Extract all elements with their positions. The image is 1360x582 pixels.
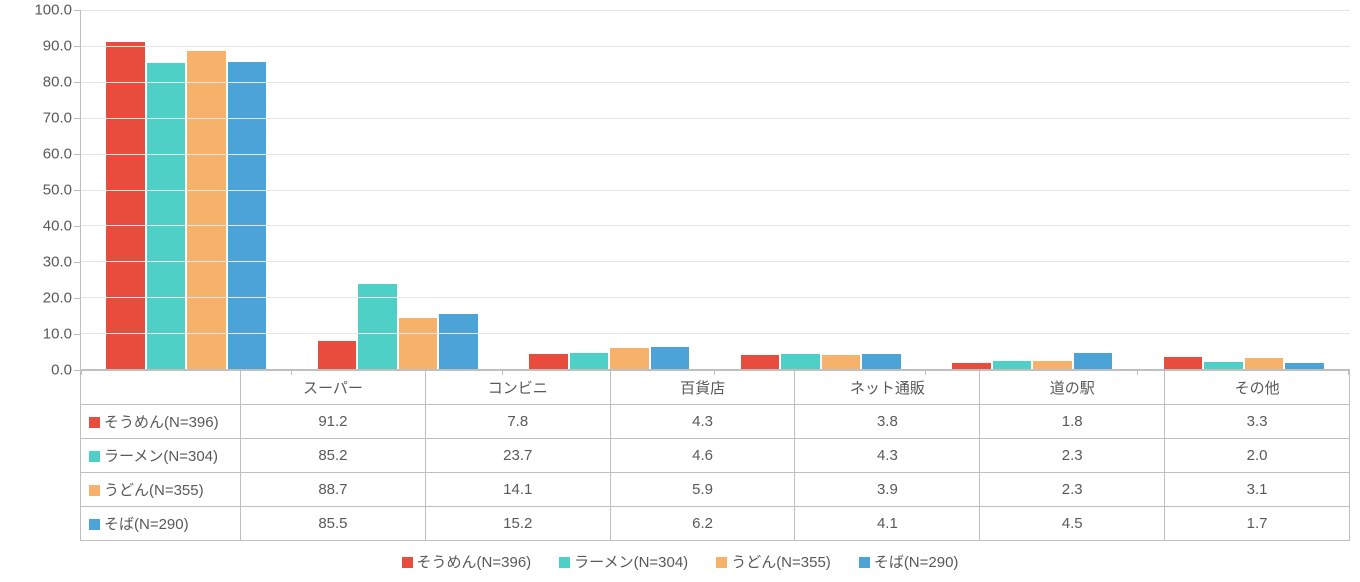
table-cell: 2.0	[1165, 439, 1350, 473]
series-swatch	[89, 485, 100, 496]
bar	[952, 363, 991, 369]
bar	[1074, 353, 1113, 369]
bar	[651, 347, 690, 369]
y-tick-label: 100.0	[34, 2, 72, 19]
legend-swatch	[402, 557, 413, 568]
table-cell: 5.9	[610, 473, 795, 507]
table-column-header: スーパー	[241, 371, 426, 405]
bar	[741, 355, 780, 369]
table-cell: 91.2	[241, 405, 426, 439]
bar	[610, 348, 649, 369]
table-cell: 23.7	[425, 439, 610, 473]
legend-item: うどん(N=355)	[716, 551, 831, 572]
table-cell: 6.2	[610, 507, 795, 541]
bar	[529, 354, 568, 369]
table-cell: 14.1	[425, 473, 610, 507]
bar	[187, 51, 226, 369]
table-row-header: うどん(N=355)	[81, 473, 241, 507]
table-column-header: 百貨店	[610, 371, 795, 405]
table-cell: 85.5	[241, 507, 426, 541]
y-tick-label: 30.0	[43, 254, 72, 271]
table-cell: 88.7	[241, 473, 426, 507]
table-row: そうめん(N=396)91.27.84.33.81.83.3	[81, 405, 1350, 439]
table-column-header: 道の駅	[980, 371, 1165, 405]
bar	[570, 353, 609, 370]
table-row: ラーメン(N=304)85.223.74.64.32.32.0	[81, 439, 1350, 473]
table-cell: 3.3	[1165, 405, 1350, 439]
table-cell: 4.6	[610, 439, 795, 473]
table-cell: 7.8	[425, 405, 610, 439]
table-cell: 4.3	[610, 405, 795, 439]
y-tick-label: 50.0	[43, 182, 72, 199]
chart-container: 0.0 10.0 20.0 30.0 40.0 50.0 60.0 70.0 80.0 90.0 1…	[10, 10, 1350, 572]
legend-swatch	[716, 557, 727, 568]
series-swatch	[89, 519, 100, 530]
table-row: そば(N=290)85.515.26.24.14.51.7	[81, 507, 1350, 541]
bar	[1204, 362, 1243, 369]
chart-plot-wrap: 0.010.020.030.040.050.060.070.080.090.01…	[10, 10, 1350, 370]
y-tick-label: 60.0	[43, 146, 72, 163]
table-cell: 2.3	[980, 439, 1165, 473]
y-tick-label: 70.0	[43, 110, 72, 127]
table-cell: 1.8	[980, 405, 1165, 439]
bar	[1164, 357, 1203, 369]
legend: そうめん(N=396) ラーメン(N=304) うどん(N=355) そば(N=290…	[10, 551, 1350, 572]
y-axis: 0.010.020.030.040.050.060.070.080.090.01…	[10, 10, 80, 370]
bar	[1033, 361, 1072, 369]
y-tick-label: 40.0	[43, 218, 72, 235]
bar	[318, 341, 357, 369]
table-cell: 3.1	[1165, 473, 1350, 507]
bar	[439, 314, 478, 369]
table-row-header: ラーメン(N=304)	[81, 439, 241, 473]
table-cell: 3.9	[795, 473, 980, 507]
table-cell: 15.2	[425, 507, 610, 541]
table-cell: 1.7	[1165, 507, 1350, 541]
y-tick-label: 0.0	[51, 362, 72, 379]
y-tick-label: 10.0	[43, 326, 72, 343]
series-swatch	[89, 451, 100, 462]
table-cell: 4.5	[980, 507, 1165, 541]
legend-swatch	[859, 557, 870, 568]
bar	[106, 42, 145, 369]
table-corner	[81, 371, 241, 405]
legend-item: そうめん(N=396)	[402, 551, 532, 572]
table-cell: 2.3	[980, 473, 1165, 507]
bar	[147, 63, 186, 369]
bar	[822, 355, 861, 369]
table-column-header: その他	[1165, 371, 1350, 405]
table-row-header: そうめん(N=396)	[81, 405, 241, 439]
bar	[862, 354, 901, 369]
y-tick-label: 90.0	[43, 38, 72, 55]
legend-item: ラーメン(N=304)	[559, 551, 688, 572]
bar	[993, 361, 1032, 369]
y-tick-label: 20.0	[43, 290, 72, 307]
series-swatch	[89, 417, 100, 428]
table-row: うどん(N=355)88.714.15.93.92.33.1	[81, 473, 1350, 507]
table-cell: 85.2	[241, 439, 426, 473]
legend-swatch	[559, 557, 570, 568]
bar	[228, 62, 267, 369]
legend-item: そば(N=290)	[859, 551, 959, 572]
table-cell: 3.8	[795, 405, 980, 439]
table-column-header: コンビニ	[425, 371, 610, 405]
bar	[1285, 363, 1324, 369]
y-tick-label: 80.0	[43, 74, 72, 91]
table-cell: 4.3	[795, 439, 980, 473]
bar	[781, 354, 820, 369]
table-column-header: ネット通販	[795, 371, 980, 405]
table-row-header: そば(N=290)	[81, 507, 241, 541]
bar	[399, 318, 438, 369]
data-table: スーパーコンビニ百貨店ネット通販道の駅その他そうめん(N=396)91.27.8…	[80, 370, 1350, 541]
bar	[1245, 358, 1284, 369]
plot-area	[80, 10, 1350, 370]
table-cell: 4.1	[795, 507, 980, 541]
